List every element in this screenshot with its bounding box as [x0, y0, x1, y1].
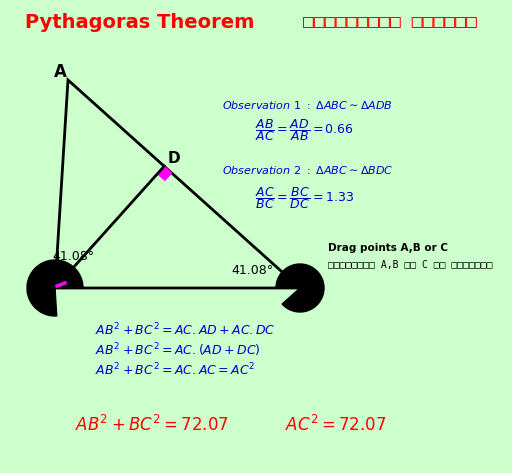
Text: 41.08°: 41.08° — [231, 263, 273, 277]
Polygon shape — [158, 166, 172, 180]
Text: □□□□□□□□ A,B □□ C □□ □□□□□□□: □□□□□□□□ A,B □□ C □□ □□□□□□□ — [328, 260, 493, 270]
Text: D: D — [168, 151, 181, 166]
Text: Drag points A,B or C: Drag points A,B or C — [328, 243, 448, 253]
Text: Pythagoras Theorem: Pythagoras Theorem — [25, 12, 254, 32]
Text: $\mathit{Observation\ 2\ :\ \Delta ABC \sim \Delta BDC}$: $\mathit{Observation\ 2\ :\ \Delta ABC \… — [222, 164, 394, 176]
Text: $AB^2 + BC^2 = AC.(AD + DC)$: $AB^2 + BC^2 = AC.(AD + DC)$ — [95, 341, 261, 359]
Wedge shape — [276, 264, 324, 312]
Text: C: C — [306, 283, 318, 301]
Text: □□□□□□□□□ □□□□□□: □□□□□□□□□ □□□□□□ — [303, 13, 477, 31]
Wedge shape — [27, 260, 83, 316]
Text: $\mathit{Observation\ 1\ :\ \Delta ABC \sim \Delta ADB}$: $\mathit{Observation\ 1\ :\ \Delta ABC \… — [222, 99, 393, 111]
Text: A: A — [54, 63, 67, 81]
Text: $AB^2 + BC^2 = AC.AC = AC^2$: $AB^2 + BC^2 = AC.AC = AC^2$ — [95, 362, 255, 378]
Text: $AB^2 + BC^2 = 72.07$: $AB^2 + BC^2 = 72.07$ — [75, 415, 229, 435]
Text: $AB^2 + BC^2 = AC.AD + AC.DC$: $AB^2 + BC^2 = AC.AD + AC.DC$ — [95, 322, 275, 338]
Text: $\dfrac{AB}{AC} = \dfrac{AD}{AB} = 0.66$: $\dfrac{AB}{AC} = \dfrac{AD}{AB} = 0.66$ — [255, 117, 354, 143]
Text: 41.08°: 41.08° — [52, 249, 94, 263]
Text: $\dfrac{AC}{BC} = \dfrac{BC}{DC} = 1.33$: $\dfrac{AC}{BC} = \dfrac{BC}{DC} = 1.33$ — [255, 185, 354, 211]
Text: B: B — [37, 283, 49, 301]
Text: $AC^2 = 72.07$: $AC^2 = 72.07$ — [285, 415, 387, 435]
